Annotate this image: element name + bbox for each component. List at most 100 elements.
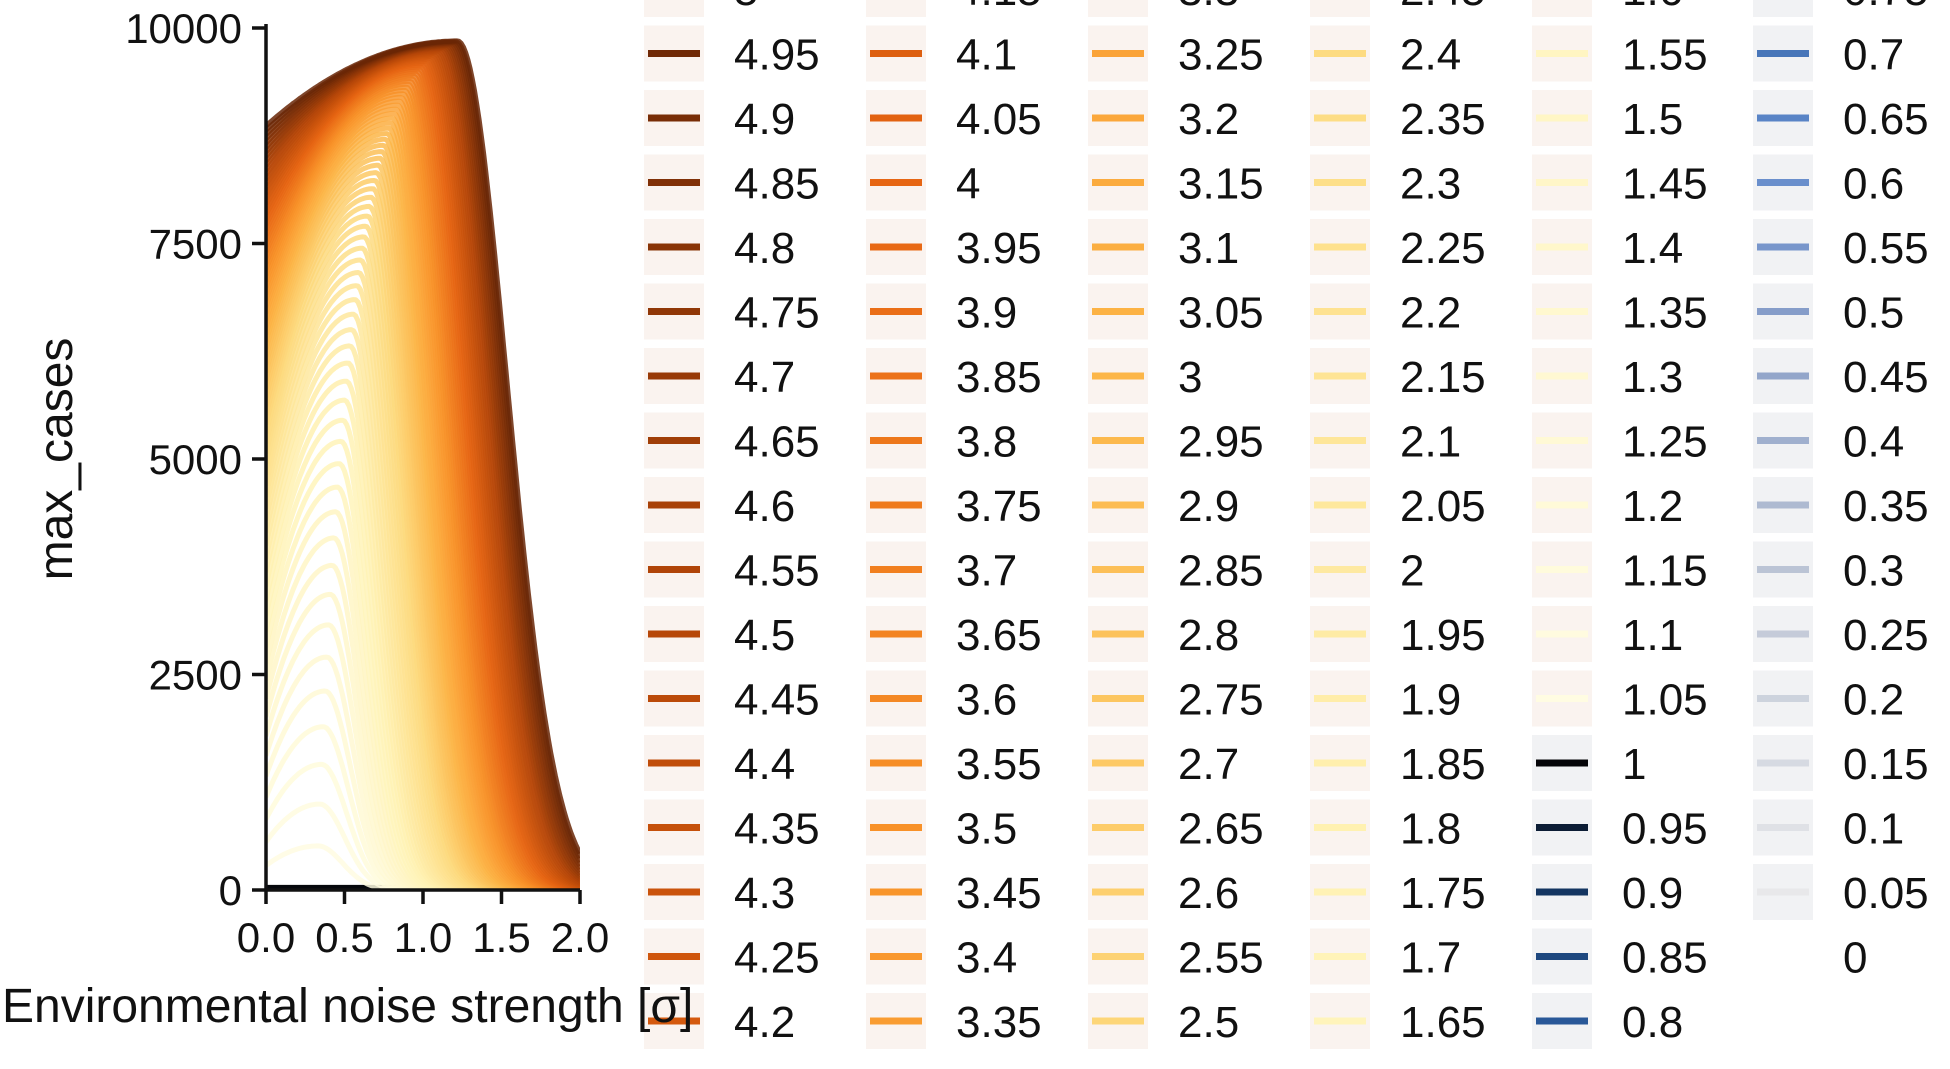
legend-label: 1 (1622, 740, 1646, 789)
legend-label: 2.3 (1400, 160, 1461, 209)
legend-label: 0.1 (1843, 805, 1904, 854)
legend-label: 4.65 (734, 418, 820, 467)
legend-swatch-bg (1532, 0, 1592, 17)
legend-label: 3.3 (1178, 0, 1239, 15)
legend-label: 4.5 (734, 611, 795, 660)
legend-label: 0.15 (1843, 740, 1929, 789)
legend-label: 1.6 (1622, 0, 1683, 15)
series-line-5 (266, 38, 580, 855)
legend-label: 1.4 (1622, 224, 1683, 273)
legend-label: 1.2 (1622, 482, 1683, 531)
series-line-1-1 (266, 801, 580, 890)
legend-label: 3.1 (1178, 224, 1239, 273)
legend-label: 1.95 (1400, 611, 1486, 660)
series-line-2-15 (266, 283, 580, 890)
legend-label: 0.3 (1843, 547, 1904, 596)
legend-label: 3.55 (956, 740, 1042, 789)
series-line-2 (266, 327, 580, 890)
legend-label: 3.75 (956, 482, 1042, 531)
legend-label: 4.85 (734, 160, 820, 209)
legend-label: 2.85 (1178, 547, 1264, 596)
y-tick-label: 0 (219, 867, 242, 914)
series-line-2-05 (266, 311, 580, 890)
x-tick-label: 0.0 (237, 914, 295, 961)
legend-label: 1.55 (1622, 31, 1708, 80)
legend-label: 2.6 (1178, 869, 1239, 918)
legend-label: 1.75 (1400, 869, 1486, 918)
legend-label: 2.05 (1400, 482, 1486, 531)
legend-label: 2.75 (1178, 676, 1264, 725)
x-tick-label: 2.0 (551, 914, 609, 961)
legend-label: 0.2 (1843, 676, 1904, 725)
legend-label: 4.75 (734, 289, 820, 338)
legend-label: 3.85 (956, 353, 1042, 402)
legend-label: 5 (734, 0, 758, 15)
legend-label: 0.5 (1843, 289, 1904, 338)
x-tick-label: 0.5 (315, 914, 373, 961)
legend-label: 3.4 (956, 934, 1017, 983)
legend-swatch-bg (1753, 0, 1813, 17)
x-axis-title: Environmental noise strength [σ] (2, 980, 693, 1033)
legend-label: 4.9 (734, 95, 795, 144)
legend-label: 2.35 (1400, 95, 1486, 144)
y-axis-title: max_cases (30, 338, 83, 581)
series-line-2-1 (266, 297, 580, 890)
legend-label: 3.6 (956, 676, 1017, 725)
legend-label: 0.65 (1843, 95, 1929, 144)
series-line-2-25 (266, 257, 580, 890)
legend-label: 3.95 (956, 224, 1042, 273)
legend-label: 4.25 (734, 934, 820, 983)
legend-label: 2.7 (1178, 740, 1239, 789)
legend-label: 4.1 (956, 31, 1017, 80)
legend-label: 1.85 (1400, 740, 1486, 789)
legend-label: 3.65 (956, 611, 1042, 660)
series-line-1-9 (266, 360, 580, 890)
legend-label: 2.65 (1178, 805, 1264, 854)
legend-label: 3.5 (956, 805, 1017, 854)
series-line-1-15 (266, 761, 580, 890)
legend-label: 0.55 (1843, 224, 1929, 273)
legend-label: 0.7 (1843, 31, 1904, 80)
x-tick-label: 1.5 (472, 914, 530, 961)
legend-label: 3.05 (1178, 289, 1264, 338)
series-line-2-45 (266, 213, 580, 890)
legend-label: 3.45 (956, 869, 1042, 918)
legend-label: 3.2 (1178, 95, 1239, 144)
legend-label: 3.8 (956, 418, 1017, 467)
legend-label: 2 (1400, 547, 1424, 596)
legend-label: 0.4 (1843, 418, 1904, 467)
axes: 0 2500 5000 7500 10000 0.0 0.5 1.0 1.5 2.0 max_cas… (30, 5, 609, 961)
legend-label: 0.8 (1622, 998, 1683, 1047)
legend-swatch-bg (866, 0, 926, 17)
legend-label: 2.5 (1178, 998, 1239, 1047)
legend-label: 2.1 (1400, 418, 1461, 467)
legend-label: 0.9 (1622, 869, 1683, 918)
legend-label: 3.7 (956, 547, 1017, 596)
legend-label: 1.5 (1622, 95, 1683, 144)
legend-label: 1.8 (1400, 805, 1461, 854)
legend-label: 0.35 (1843, 482, 1929, 531)
series-line-1-85 (266, 378, 580, 890)
legend-label: 2.2 (1400, 289, 1461, 338)
legend-label: 1.45 (1622, 160, 1708, 209)
legend-label: 0.85 (1622, 934, 1708, 983)
legend: 5 4.95 4.9 4.85 4.8 4.75 4.7 4.65 4.6 4.55 4.5 4.45… (644, 0, 1929, 1049)
legend-label: 4.7 (734, 353, 795, 402)
legend-label: 4.45 (734, 676, 820, 725)
legend-label: 3.9 (956, 289, 1017, 338)
series-line-1-95 (266, 343, 580, 890)
legend-label: 2.4 (1400, 31, 1461, 80)
legend-label: 4.3 (734, 869, 795, 918)
legend-label: 0.95 (1622, 805, 1708, 854)
legend-label: 4.15 (956, 0, 1042, 15)
legend-label: 3 (1178, 353, 1202, 402)
y-tick-label: 5000 (149, 436, 242, 483)
legend-label: 4.35 (734, 805, 820, 854)
legend-label: 2.25 (1400, 224, 1486, 273)
legend-label: 2.8 (1178, 611, 1239, 660)
series-line-2-3 (266, 245, 580, 890)
legend-label: 1.15 (1622, 547, 1708, 596)
legend-swatch-bg (644, 0, 704, 17)
legend-label: 1.9 (1400, 676, 1461, 725)
